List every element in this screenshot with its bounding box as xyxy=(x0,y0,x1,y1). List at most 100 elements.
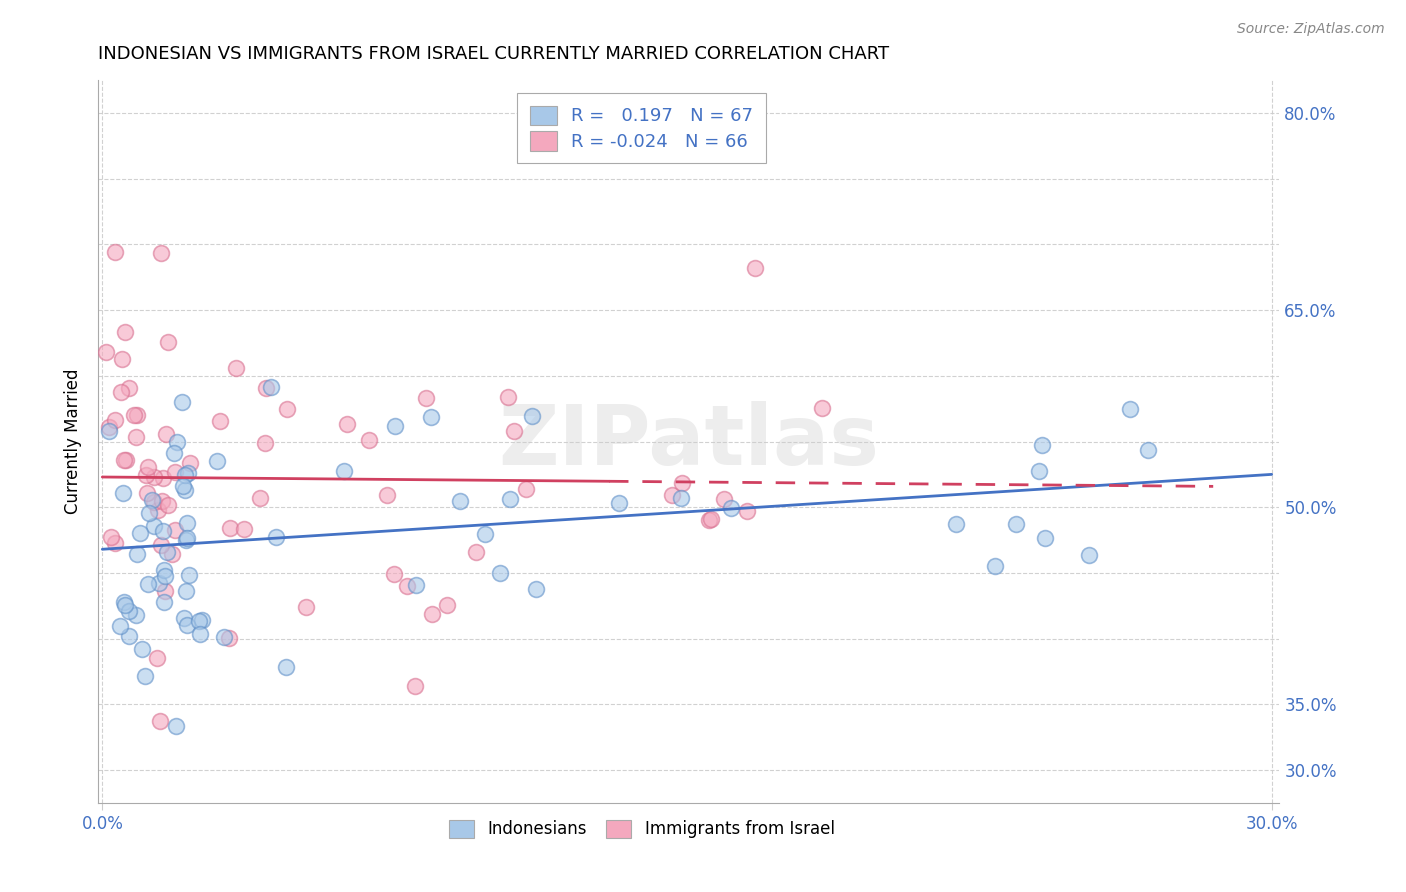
Point xyxy=(945,516,967,531)
Point xyxy=(176,466,198,480)
Point xyxy=(984,559,1007,574)
Point xyxy=(129,525,152,540)
Point xyxy=(233,522,256,536)
Point xyxy=(156,545,179,559)
Point xyxy=(219,521,242,535)
Point xyxy=(1028,464,1050,478)
Point xyxy=(384,419,406,434)
Point xyxy=(404,679,426,693)
Point xyxy=(114,598,136,612)
Point xyxy=(212,630,235,644)
Point xyxy=(173,610,195,624)
Point xyxy=(131,642,153,657)
Point xyxy=(149,538,172,552)
Point xyxy=(1035,531,1057,545)
Text: INDONESIAN VS IMMIGRANTS FROM ISRAEL CURRENTLY MARRIED CORRELATION CHART: INDONESIAN VS IMMIGRANTS FROM ISRAEL CUR… xyxy=(98,45,890,63)
Point xyxy=(249,491,271,505)
Point xyxy=(176,618,198,632)
Point xyxy=(110,618,132,632)
Text: Source: ZipAtlas.com: Source: ZipAtlas.com xyxy=(1237,22,1385,37)
Point xyxy=(155,427,177,442)
Point xyxy=(148,576,170,591)
Point xyxy=(333,464,356,478)
Point xyxy=(1119,402,1142,417)
Point xyxy=(1077,548,1099,562)
Point xyxy=(97,420,120,434)
Point xyxy=(419,409,441,424)
Point xyxy=(607,496,630,510)
Point xyxy=(474,526,496,541)
Point xyxy=(449,494,471,508)
Point xyxy=(125,429,148,443)
Point xyxy=(153,569,176,583)
Point xyxy=(1004,516,1026,531)
Point xyxy=(225,361,247,376)
Point xyxy=(498,492,520,507)
Point xyxy=(188,627,211,641)
Point xyxy=(661,488,683,502)
Point xyxy=(422,607,444,621)
Point xyxy=(112,595,135,609)
Point xyxy=(163,465,186,479)
Point xyxy=(260,380,283,394)
Point xyxy=(156,334,179,349)
Point xyxy=(150,246,173,260)
Point xyxy=(122,409,145,423)
Point xyxy=(145,651,167,665)
Point xyxy=(176,531,198,545)
Point xyxy=(152,471,174,485)
Point xyxy=(254,381,277,395)
Point xyxy=(671,491,693,506)
Point xyxy=(112,452,135,467)
Point xyxy=(811,401,834,416)
Point xyxy=(104,244,127,259)
Point xyxy=(436,598,458,612)
Point xyxy=(152,524,174,539)
Y-axis label: Currently Married: Currently Married xyxy=(63,368,82,515)
Point xyxy=(172,394,194,409)
Text: ZIPatlas: ZIPatlas xyxy=(499,401,879,482)
Point xyxy=(136,577,159,591)
Point xyxy=(100,529,122,543)
Point xyxy=(384,567,406,582)
Point xyxy=(405,577,427,591)
Point xyxy=(111,485,134,500)
Point xyxy=(276,660,298,674)
Point xyxy=(735,504,758,518)
Point xyxy=(503,424,526,438)
Point xyxy=(720,500,742,515)
Point xyxy=(515,482,537,496)
Point xyxy=(744,260,766,275)
Point xyxy=(1136,442,1159,457)
Point xyxy=(395,579,418,593)
Point xyxy=(172,479,194,493)
Point xyxy=(125,408,148,422)
Point xyxy=(136,459,159,474)
Point xyxy=(149,714,172,729)
Point xyxy=(153,595,176,609)
Point xyxy=(357,433,380,447)
Point xyxy=(498,390,520,404)
Point xyxy=(141,493,163,508)
Point xyxy=(208,414,231,428)
Point xyxy=(266,530,288,544)
Point xyxy=(104,535,127,549)
Point xyxy=(1031,438,1053,452)
Point xyxy=(179,456,201,470)
Point xyxy=(700,512,723,526)
Point xyxy=(114,325,136,339)
Legend: Indonesians, Immigrants from Israel: Indonesians, Immigrants from Israel xyxy=(441,813,841,845)
Point xyxy=(153,563,176,577)
Point xyxy=(174,483,197,498)
Point xyxy=(157,499,180,513)
Point xyxy=(522,409,544,423)
Point xyxy=(697,513,720,527)
Point xyxy=(163,446,186,460)
Point xyxy=(165,719,187,733)
Point xyxy=(218,631,240,645)
Point xyxy=(104,413,127,427)
Point xyxy=(276,401,298,416)
Point xyxy=(187,615,209,629)
Point xyxy=(713,492,735,507)
Point xyxy=(135,467,157,482)
